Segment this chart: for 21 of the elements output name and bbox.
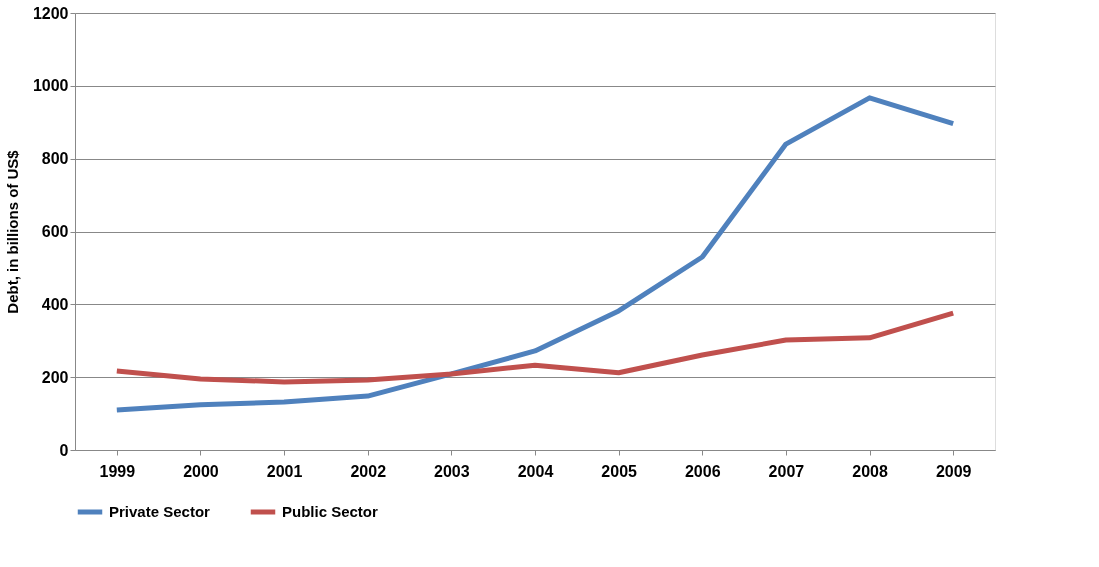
x-tick-label: 2004: [517, 462, 554, 480]
x-tick-label: 2001: [266, 462, 303, 480]
legend-label: Public Sector: [282, 503, 379, 520]
y-tick-label: 600: [41, 223, 69, 240]
x-tick-label: 1999: [99, 462, 136, 480]
x-tick-label: 2003: [434, 462, 470, 480]
x-tick-label: 2009: [935, 462, 972, 480]
x-tick-label: 2000: [183, 462, 219, 480]
y-tick-label: 1200: [32, 4, 69, 22]
y-tick-label: 200: [41, 368, 69, 386]
y-tick-label: 0: [59, 441, 69, 459]
y-tick-label: 400: [41, 295, 69, 313]
legend-label: Private Sector: [109, 503, 211, 520]
x-tick-label: 2002: [350, 462, 387, 480]
x-tick-label: 2007: [768, 462, 805, 480]
x-tick-label: 2008: [852, 462, 888, 480]
x-tick-label: 2005: [601, 462, 638, 480]
x-tick-label: 2006: [684, 462, 721, 480]
y-tick-label: 1000: [32, 77, 69, 95]
y-tick-label: 800: [41, 150, 69, 168]
y-axis-title: Debt, in billions of US$: [3, 149, 21, 314]
